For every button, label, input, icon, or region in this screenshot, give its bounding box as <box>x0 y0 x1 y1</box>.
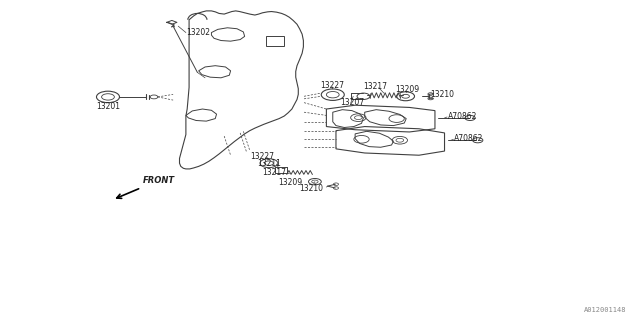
Text: 13210: 13210 <box>430 90 454 99</box>
Text: 13209: 13209 <box>278 178 303 187</box>
Text: 13209: 13209 <box>396 85 419 94</box>
Text: 13217: 13217 <box>262 168 287 177</box>
Text: 13201: 13201 <box>96 102 120 111</box>
Text: FRONT: FRONT <box>143 177 175 186</box>
Text: A70862: A70862 <box>448 112 477 121</box>
Text: 13227: 13227 <box>250 152 274 161</box>
Text: 13211: 13211 <box>257 159 282 168</box>
Text: 13217: 13217 <box>364 82 387 91</box>
Text: 13227: 13227 <box>320 81 344 90</box>
Text: A012001148: A012001148 <box>584 307 627 313</box>
Text: 13207: 13207 <box>340 98 365 107</box>
Text: A70862: A70862 <box>454 134 483 143</box>
Text: 13210: 13210 <box>300 184 324 193</box>
Text: 13202: 13202 <box>186 28 210 37</box>
